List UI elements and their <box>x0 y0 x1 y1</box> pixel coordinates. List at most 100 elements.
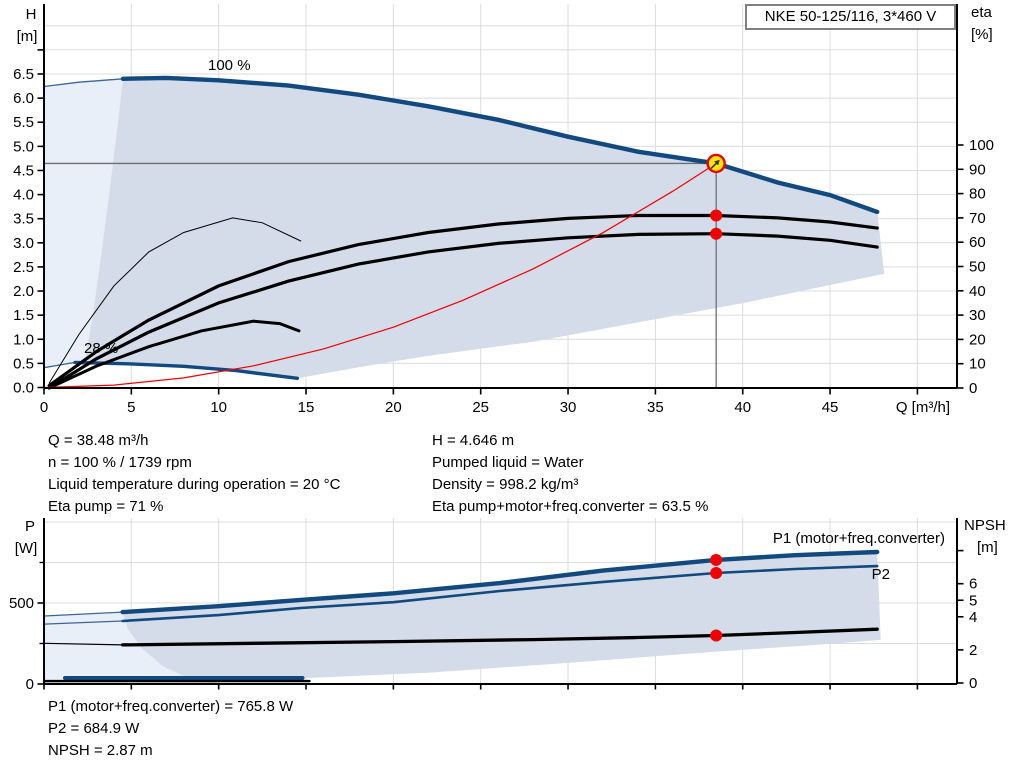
operating-region-main <box>75 77 885 379</box>
tick-label: 35 <box>647 399 664 416</box>
tick-label: 45 <box>822 399 839 416</box>
tick-label: 0 <box>26 676 34 693</box>
tick-label: 2.5 <box>13 259 34 276</box>
power-point-marker <box>710 567 723 580</box>
tick-label: 70 <box>969 210 986 227</box>
tick-label: 10 <box>210 399 227 416</box>
tick-label: 0.5 <box>13 355 34 372</box>
bottom-chart-axes <box>37 518 964 690</box>
tick-label: 4.0 <box>13 187 34 204</box>
tick-label: 2 <box>969 642 977 659</box>
curve-qh-28pct <box>73 360 299 380</box>
q-axis-label: Q [m³/h] <box>896 399 950 416</box>
curve-npsh <box>120 627 879 647</box>
tick-label: 40 <box>734 399 751 416</box>
curve-system-curve <box>43 162 717 389</box>
top-chart-tick-labels: 0.0 0.5 1.0 1.5 2.0 2.5 3.0 3.5 4.0 4.5 5.0 5.5 6.0 6… <box>13 66 994 416</box>
curve-qh-100pct-thin-left <box>43 78 124 88</box>
curve-eta-pump <box>47 213 879 388</box>
h-axis-title: H <box>26 6 37 23</box>
power-point-marker <box>710 553 723 566</box>
curve-p2-thin-left <box>43 620 124 625</box>
curve-p1-thin-left <box>43 611 124 617</box>
info-line: P1 (motor+freq.converter) = 765.8 W <box>48 698 294 715</box>
speed-28-label: 28 % <box>84 340 118 357</box>
info-line: H = 4.646 m <box>432 432 515 449</box>
eta-axis-title: eta <box>971 4 993 21</box>
duty-point-arrowhead <box>714 159 720 166</box>
p-axis-unit: [W] <box>15 540 38 557</box>
tick-label: 0 <box>969 675 977 692</box>
tick-label: 0 <box>969 380 977 397</box>
info-line: P2 = 684.9 W <box>48 720 140 737</box>
tick-label: 80 <box>969 186 986 203</box>
h-axis-unit: [m] <box>17 28 38 45</box>
bottom-chart-curves <box>42 549 880 683</box>
duty-point-guidelines <box>44 162 717 388</box>
tick-label: 50 <box>969 259 986 276</box>
info-line: n = 100 % / 1739 rpm <box>48 454 192 471</box>
p1-curve-label: P1 (motor+freq.converter) <box>773 530 945 547</box>
efficiency-point-marker <box>710 227 723 240</box>
info-line: NPSH = 2.87 m <box>48 742 153 759</box>
power-region-main <box>122 552 881 683</box>
eta-axis-unit: [%] <box>971 26 993 43</box>
curve-p2 <box>121 564 879 623</box>
bottom-chart-plot-area[interactable] <box>44 518 957 684</box>
tick-label: 500 <box>9 595 34 612</box>
tick-label: 5.0 <box>13 138 34 155</box>
power-info: P1 (motor+freq.converter) = 765.8 W P2 =… <box>48 696 293 762</box>
pump-title-box: NKE 50-125/116, 3*460 V <box>745 4 956 30</box>
curve-npsh-thin-left <box>43 642 124 646</box>
top-chart-curves <box>43 75 880 390</box>
tick-label: 30 <box>560 399 577 416</box>
curve-eta-pump-motor-freq <box>47 232 879 390</box>
duty-info-left: Q = 38.48 m³/h n = 100 % / 1739 rpm Liqu… <box>48 430 340 518</box>
info-line: Eta pump+motor+freq.converter = 63.5 % <box>432 498 709 515</box>
npsh-axis-unit: [m] <box>977 539 998 556</box>
tick-label: 20 <box>385 399 402 416</box>
tick-label: 4.5 <box>13 162 34 179</box>
bottom-chart-envelopes <box>44 552 881 684</box>
duty-info-right: H = 4.646 m Pumped liquid = Water Densit… <box>432 430 708 518</box>
curve-qh-100pct <box>120 75 880 215</box>
power-region-left <box>44 612 210 684</box>
tick-label: 3.5 <box>13 211 34 228</box>
tick-label: 10 <box>969 356 986 373</box>
bottom-chart-tick-labels: 0 500 0 2 456 <box>9 576 977 693</box>
tick-label: 5 <box>969 592 977 609</box>
tick-label: 5.5 <box>13 114 34 131</box>
curve-qh-28pct-thin-left <box>43 361 76 369</box>
info-line: Density = 998.2 kg/m³ <box>432 476 579 493</box>
tick-label: 6.0 <box>13 90 34 107</box>
tick-label: 1.5 <box>13 307 34 324</box>
bottom-chart-markers <box>710 553 723 642</box>
top-chart-markers <box>706 153 726 240</box>
top-chart-plot-area[interactable] <box>44 4 957 388</box>
tick-label: 6 <box>969 576 977 593</box>
tick-label: 20 <box>969 331 986 348</box>
curve-p1-motor-freq-converter <box>120 549 880 615</box>
tick-label: 5 <box>127 399 135 416</box>
top-chart-axes <box>37 4 964 395</box>
curve-eta-arc-thin <box>48 217 302 384</box>
npsh-axis-title: NPSH <box>964 517 1006 534</box>
info-line: Q = 38.48 m³/h <box>48 432 149 449</box>
tick-label: 0 <box>40 399 48 416</box>
tick-label: 2.0 <box>13 283 34 300</box>
tick-label: 60 <box>969 234 986 251</box>
tick-label: 4 <box>969 609 977 626</box>
tick-label: 1.0 <box>13 331 34 348</box>
tick-label: 6.5 <box>13 66 34 83</box>
tick-label: 30 <box>969 307 986 324</box>
tick-label: 40 <box>969 283 986 300</box>
tick-label: 0.0 <box>13 380 34 397</box>
curve-eta-28pct <box>47 319 301 390</box>
tick-label: 15 <box>298 399 315 416</box>
efficiency-point-marker <box>710 209 723 222</box>
p2-curve-label: P2 <box>872 566 890 583</box>
npsh-point-marker <box>710 629 723 642</box>
tick-label: 90 <box>969 161 986 178</box>
